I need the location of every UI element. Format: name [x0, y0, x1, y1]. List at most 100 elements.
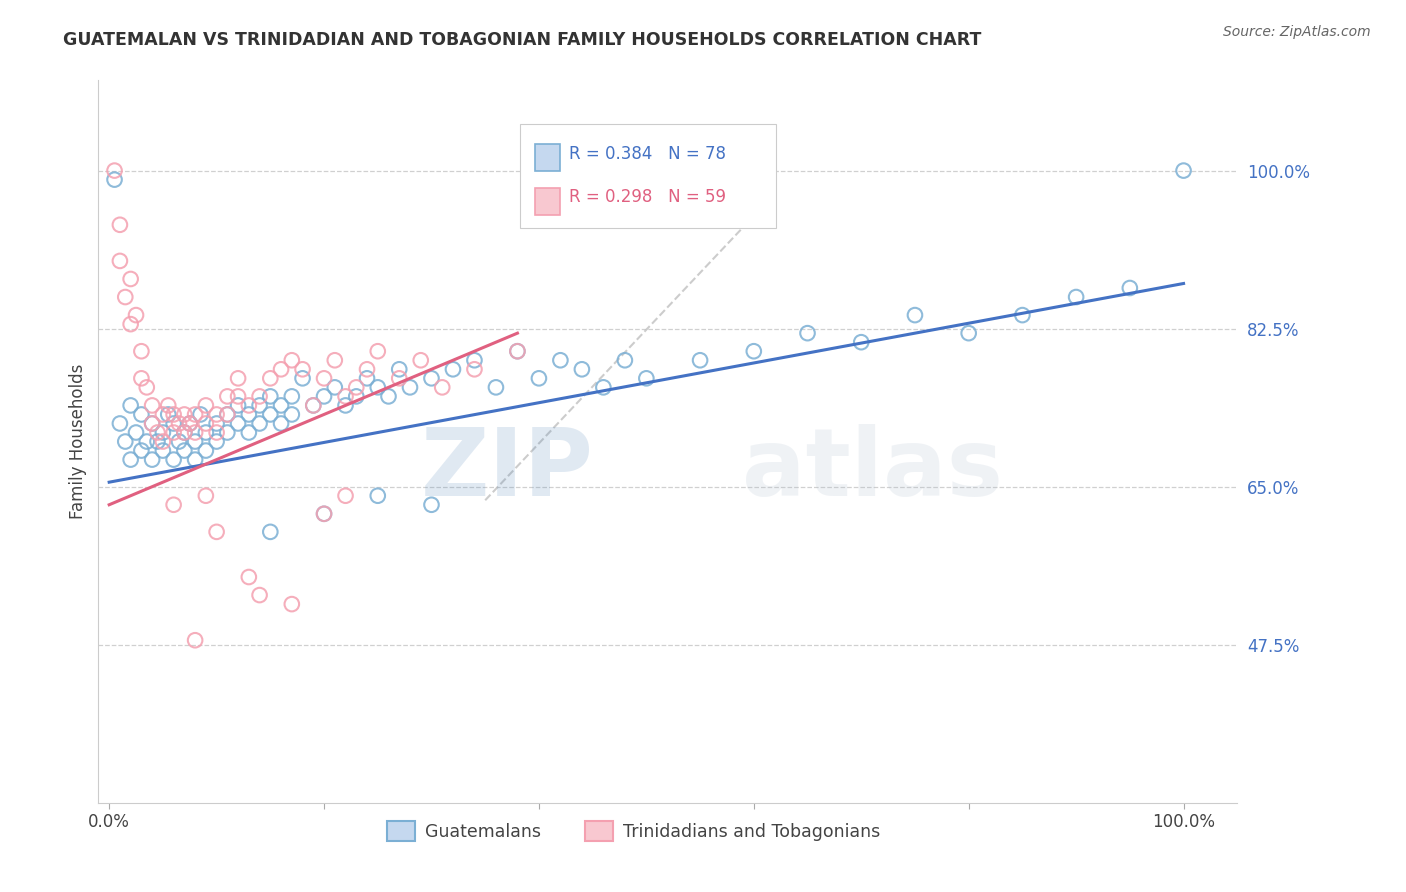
Point [335, 489, 357, 503]
Point [162, 408, 184, 422]
Point [270, 362, 292, 376]
Point [463, 362, 485, 376]
Point [335, 398, 357, 412]
Point [281, 597, 304, 611]
Point [162, 498, 184, 512]
Point [377, 389, 399, 403]
Text: ZIP: ZIP [420, 425, 593, 516]
Point [173, 425, 195, 440]
Point [441, 362, 464, 376]
Point [205, 434, 228, 449]
Point [571, 362, 593, 376]
Point [249, 389, 271, 403]
Point [167, 417, 190, 431]
Point [226, 417, 249, 431]
Point [131, 408, 153, 422]
Point [238, 425, 260, 440]
Point [146, 434, 169, 449]
Text: Source: ZipAtlas.com: Source: ZipAtlas.com [1223, 25, 1371, 39]
Point [270, 398, 292, 412]
Point [388, 371, 411, 385]
Point [131, 344, 153, 359]
Point [432, 380, 454, 394]
Point [904, 308, 927, 322]
Point [249, 588, 271, 602]
Point [226, 389, 249, 403]
Point [312, 371, 335, 385]
Point [141, 417, 163, 431]
Point [184, 434, 207, 449]
Point [120, 398, 142, 412]
Point [217, 408, 239, 422]
Point [399, 380, 422, 394]
Point [238, 570, 260, 584]
Point [463, 353, 485, 368]
Point [226, 371, 249, 385]
Point [162, 452, 184, 467]
Point [157, 408, 180, 422]
Point [238, 398, 260, 412]
Point [194, 489, 217, 503]
Point [302, 398, 325, 412]
Point [125, 425, 148, 440]
Point [636, 371, 658, 385]
Point [312, 507, 335, 521]
Point [205, 417, 228, 431]
Point [238, 408, 260, 422]
Point [108, 417, 131, 431]
Point [356, 362, 378, 376]
Point [173, 443, 195, 458]
Text: atlas: atlas [742, 425, 1002, 516]
Point [312, 507, 335, 521]
Point [506, 344, 529, 359]
Point [114, 290, 136, 304]
Point [527, 371, 550, 385]
Point [281, 389, 304, 403]
Point [226, 398, 249, 412]
Point [312, 389, 335, 403]
Point [1064, 290, 1087, 304]
Point [957, 326, 980, 341]
Point [217, 389, 239, 403]
Point [190, 408, 212, 422]
Point [259, 389, 281, 403]
Point [184, 425, 207, 440]
Point [249, 417, 271, 431]
Point [194, 425, 217, 440]
Point [367, 380, 389, 394]
Point [108, 253, 131, 268]
Point [281, 408, 304, 422]
Point [131, 371, 153, 385]
Point [270, 417, 292, 431]
Point [125, 308, 148, 322]
Point [344, 380, 367, 394]
Point [485, 380, 508, 394]
Point [141, 452, 163, 467]
Point [146, 425, 169, 440]
Point [388, 362, 411, 376]
Text: R = 0.384   N = 78: R = 0.384 N = 78 [569, 145, 725, 162]
Point [184, 452, 207, 467]
Point [217, 425, 239, 440]
Text: GUATEMALAN VS TRINIDADIAN AND TOBAGONIAN FAMILY HOUSEHOLDS CORRELATION CHART: GUATEMALAN VS TRINIDADIAN AND TOBAGONIAN… [63, 31, 981, 49]
Point [1173, 163, 1195, 178]
Point [506, 344, 529, 359]
Point [114, 434, 136, 449]
Point [179, 417, 201, 431]
Point [103, 163, 125, 178]
Point [742, 344, 765, 359]
Point [420, 498, 443, 512]
Point [205, 425, 228, 440]
Point [851, 335, 873, 350]
Point [205, 524, 228, 539]
Point [141, 398, 163, 412]
Point [152, 408, 174, 422]
Text: R = 0.298   N = 59: R = 0.298 N = 59 [569, 188, 725, 206]
Point [194, 443, 217, 458]
Point [141, 417, 163, 431]
Legend: Guatemalans, Trinidadians and Tobagonians: Guatemalans, Trinidadians and Tobagonian… [380, 814, 887, 848]
Point [367, 344, 389, 359]
Point [291, 362, 314, 376]
Point [103, 172, 125, 186]
Point [179, 417, 201, 431]
